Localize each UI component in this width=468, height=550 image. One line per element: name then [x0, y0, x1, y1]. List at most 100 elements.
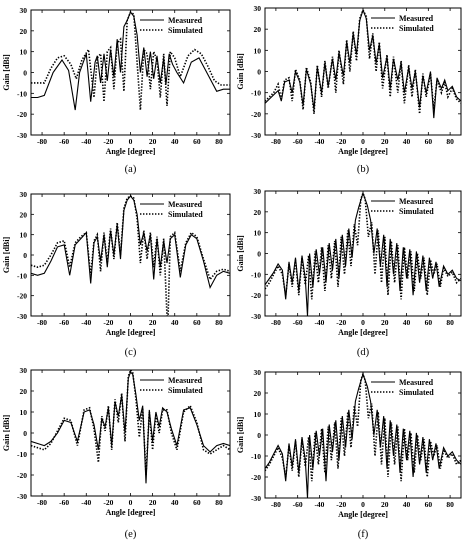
y-tick-label: 30: [254, 368, 262, 377]
y-tick-label: 20: [254, 389, 262, 398]
legend-label: Simulated: [168, 210, 203, 219]
y-axis-label: Gain [dBi]: [2, 415, 11, 452]
x-tick-label: -20: [103, 498, 113, 507]
y-axis-label: Gain [dBi]: [2, 54, 11, 91]
x-tick-label: -40: [81, 498, 91, 507]
x-tick-label: 0: [361, 318, 365, 327]
x-axis-label: Angle [degree]: [106, 328, 156, 337]
x-tick-label: 20: [381, 500, 389, 509]
x-tick-label: -20: [336, 137, 346, 146]
legend-label: Measured: [399, 14, 434, 23]
y-tick-label: 0: [23, 429, 27, 438]
x-tick-label: 60: [193, 137, 201, 146]
y-tick-label: -10: [251, 89, 261, 98]
x-tick-label: -60: [59, 498, 69, 507]
legend-label: Measured: [168, 376, 203, 385]
x-tick-label: -80: [271, 137, 281, 146]
y-tick-label: -20: [251, 473, 261, 482]
chart-panel: -30 -20 -10 0 10 20 30 -80 -60 -40 -20 0 20 40 60 80 Ang…: [236, 368, 462, 540]
simulated-series-line: [265, 8, 461, 114]
x-tick-label: -40: [81, 318, 91, 327]
y-tick-label: -30: [17, 312, 27, 321]
simulated-series-line: [31, 195, 230, 316]
y-tick-label: -10: [17, 271, 27, 280]
simulated-series-line: [31, 370, 230, 476]
y-tick-label: 30: [20, 6, 28, 15]
legend-label: Simulated: [168, 26, 203, 35]
x-tick-label: 60: [193, 498, 201, 507]
y-tick-label: 0: [23, 69, 27, 78]
x-tick-label: -40: [314, 318, 324, 327]
x-tick-label: -60: [59, 318, 69, 327]
simulated-series-line: [265, 191, 461, 300]
panel-caption: (b): [357, 164, 370, 175]
x-tick-label: -80: [271, 318, 281, 327]
y-tick-label: 0: [257, 250, 261, 259]
y-axis-label: Gain [dBi]: [236, 235, 245, 272]
x-tick-label: -60: [293, 137, 303, 146]
x-tick-label: -60: [293, 318, 303, 327]
y-tick-label: -20: [17, 292, 27, 301]
y-tick-label: 0: [257, 68, 261, 77]
x-tick-label: -60: [59, 137, 69, 146]
x-tick-label: 40: [171, 137, 179, 146]
y-tick-label: 30: [254, 187, 262, 196]
y-tick-label: 10: [254, 410, 262, 419]
y-tick-label: -20: [17, 471, 27, 480]
x-tick-label: -20: [336, 318, 346, 327]
x-axis-label: Angle [degree]: [338, 510, 388, 519]
x-tick-label: 40: [171, 318, 179, 327]
x-tick-label: -80: [271, 500, 281, 509]
x-tick-label: -40: [314, 137, 324, 146]
x-tick-label: -80: [37, 137, 47, 146]
chart-panel: -30 -20 -10 0 10 20 30 -80 -60 -40 -20 0 20 40 60 80 Ang…: [2, 190, 231, 358]
legend-label: Measured: [168, 200, 203, 209]
x-tick-label: -40: [314, 500, 324, 509]
y-tick-label: 10: [20, 231, 28, 240]
y-tick-label: 0: [257, 431, 261, 440]
y-tick-label: -20: [251, 291, 261, 300]
x-tick-label: 60: [425, 137, 433, 146]
chart-panel: -30 -20 -10 0 10 20 30 -80 -60 -40 -20 0 20 40 60 80 Ang…: [2, 6, 231, 175]
chart-panel: -30 -20 -10 0 10 20 30 -80 -60 -40 -20 0 20 40 60 80 Ang…: [236, 4, 462, 175]
x-tick-label: 0: [129, 498, 133, 507]
x-tick-label: -60: [293, 500, 303, 509]
y-tick-label: 10: [20, 408, 28, 417]
y-tick-label: 10: [254, 229, 262, 238]
simulated-series-line: [265, 372, 461, 482]
x-tick-label: -80: [37, 498, 47, 507]
y-tick-label: 20: [254, 25, 262, 34]
legend-label: Measured: [168, 16, 203, 25]
y-tick-label: -30: [251, 131, 261, 140]
x-tick-label: 20: [149, 137, 157, 146]
y-tick-label: 20: [20, 210, 28, 219]
y-tick-label: -10: [251, 452, 261, 461]
legend-label: Measured: [399, 378, 434, 387]
x-axis-label: Angle [degree]: [106, 508, 156, 517]
legend-label: Simulated: [399, 24, 434, 33]
y-tick-label: 20: [20, 27, 28, 36]
y-axis-label: Gain [dBi]: [236, 53, 245, 90]
x-axis-label: Angle [degree]: [106, 147, 156, 156]
legend-label: Simulated: [168, 386, 203, 395]
x-tick-label: 0: [129, 137, 133, 146]
y-tick-label: -30: [251, 494, 261, 503]
x-tick-label: 0: [361, 137, 365, 146]
x-tick-label: 20: [149, 318, 157, 327]
y-tick-label: -10: [251, 270, 261, 279]
x-tick-label: 20: [381, 318, 389, 327]
panel-caption: (d): [357, 347, 370, 358]
chart-panel: -30 -20 -10 0 10 20 30 -80 -60 -40 -20 0 20 40 60 80 Ang…: [236, 187, 462, 358]
y-tick-label: -30: [17, 131, 27, 140]
y-tick-label: -30: [17, 492, 27, 501]
x-axis-label: Angle [degree]: [338, 147, 388, 156]
y-tick-label: 30: [20, 190, 28, 199]
x-tick-label: 80: [215, 498, 223, 507]
x-tick-label: 80: [215, 137, 223, 146]
simulated-series-line: [31, 10, 230, 111]
x-tick-label: 80: [446, 500, 454, 509]
